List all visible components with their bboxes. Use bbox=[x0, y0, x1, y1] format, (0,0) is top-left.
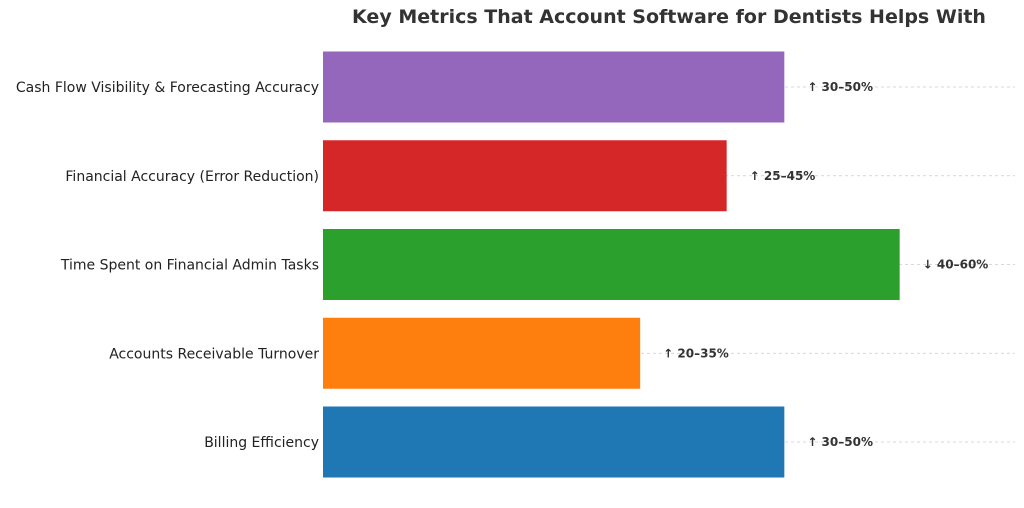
bar bbox=[323, 229, 900, 300]
category-label: Accounts Receivable Turnover bbox=[109, 346, 319, 362]
data-label: ↓ 40–60% bbox=[923, 258, 989, 272]
bar bbox=[323, 140, 727, 212]
bar bbox=[323, 317, 641, 389]
category-label: Cash Flow Visibility & Forecasting Accur… bbox=[16, 80, 319, 96]
chart-title: Key Metrics That Account Software for De… bbox=[352, 6, 986, 28]
data-label: ↑ 30–50% bbox=[807, 80, 873, 94]
data-label: ↑ 20–35% bbox=[663, 346, 729, 360]
data-labels: ↑ 30–50% ↑ 25–45% ↓ 40–60% ↑ 20–35% ↑ 30–50% bbox=[663, 80, 988, 449]
data-label: ↑ 30–50% bbox=[807, 435, 873, 449]
bar bbox=[323, 51, 785, 123]
bar bbox=[323, 406, 785, 478]
bars bbox=[323, 51, 900, 478]
category-label: Financial Accuracy (Error Reduction) bbox=[65, 169, 319, 185]
category-label: Time Spent on Financial Admin Tasks bbox=[60, 258, 319, 274]
category-labels: Cash Flow Visibility & Forecasting Accur… bbox=[16, 80, 319, 451]
data-label: ↑ 25–45% bbox=[750, 169, 816, 183]
category-label: Billing Efficiency bbox=[204, 435, 319, 451]
